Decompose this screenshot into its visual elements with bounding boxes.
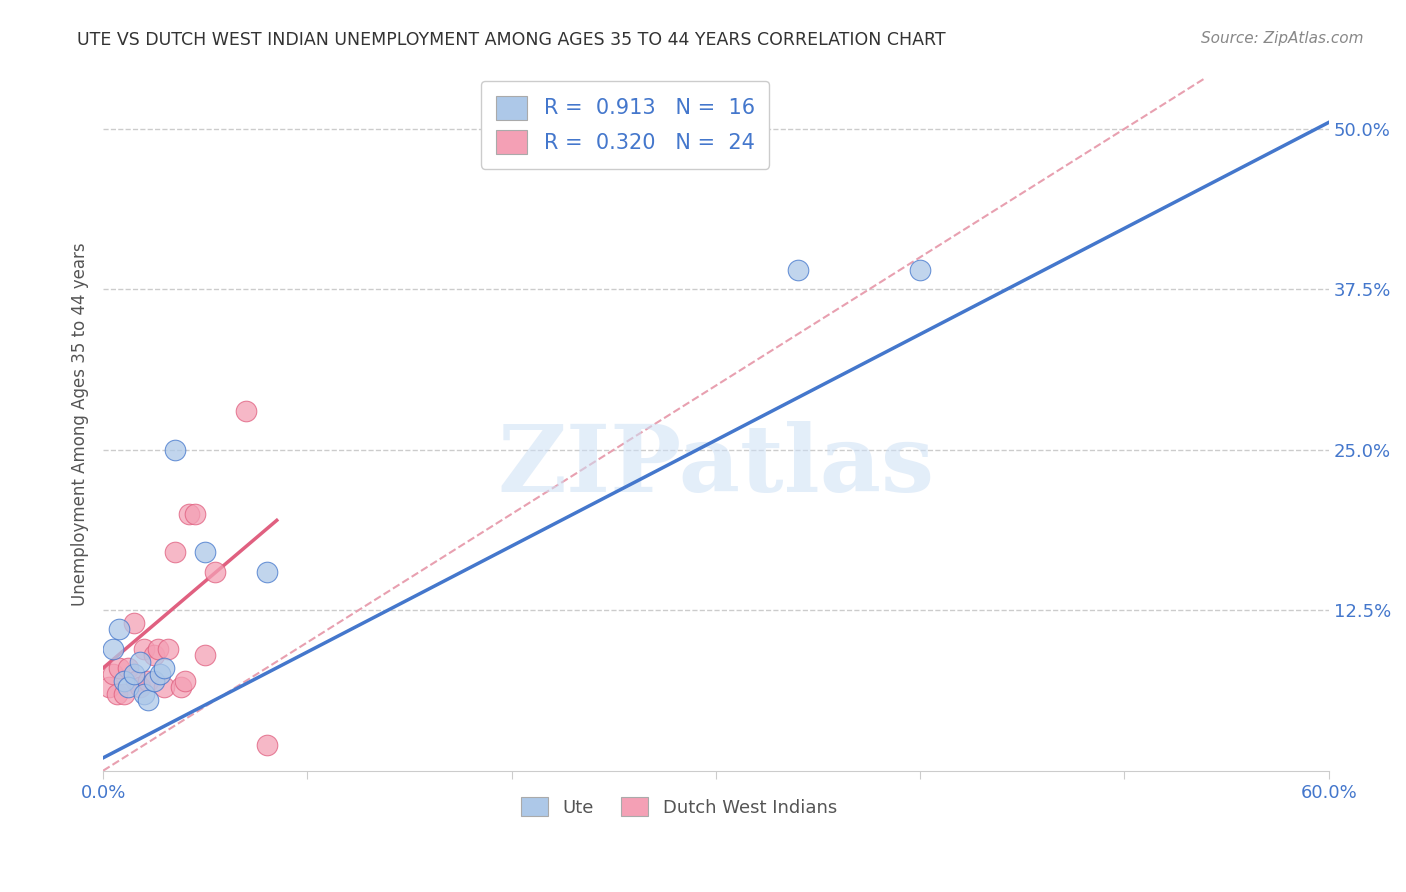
- Point: [129, 680, 152, 694]
- Point: [173, 673, 195, 688]
- Point: [235, 404, 257, 418]
- Point: [143, 673, 166, 688]
- Point: [163, 442, 186, 457]
- Point: [132, 687, 155, 701]
- Point: [107, 687, 129, 701]
- Point: [163, 545, 186, 559]
- Point: [194, 545, 217, 559]
- Point: [129, 655, 152, 669]
- Text: Source: ZipAtlas.com: Source: ZipAtlas.com: [1201, 31, 1364, 46]
- Point: [117, 680, 139, 694]
- Point: [143, 648, 166, 662]
- Point: [153, 661, 176, 675]
- Point: [256, 738, 278, 752]
- Y-axis label: Unemployment Among Ages 35 to 44 years: Unemployment Among Ages 35 to 44 years: [72, 243, 89, 606]
- Point: [149, 667, 172, 681]
- Point: [153, 680, 176, 694]
- Point: [117, 661, 139, 675]
- Point: [136, 673, 159, 688]
- Point: [184, 507, 207, 521]
- Point: [157, 641, 180, 656]
- Point: [112, 673, 135, 688]
- Point: [108, 623, 131, 637]
- Point: [148, 641, 170, 656]
- Point: [98, 680, 121, 694]
- Text: UTE VS DUTCH WEST INDIAN UNEMPLOYMENT AMONG AGES 35 TO 44 YEARS CORRELATION CHAR: UTE VS DUTCH WEST INDIAN UNEMPLOYMENT AM…: [77, 31, 946, 49]
- Point: [103, 667, 125, 681]
- Point: [108, 661, 131, 675]
- Point: [786, 263, 808, 277]
- Point: [122, 667, 145, 681]
- Point: [136, 693, 159, 707]
- Point: [256, 565, 278, 579]
- Point: [177, 507, 200, 521]
- Point: [170, 680, 193, 694]
- Text: ZIPatlas: ZIPatlas: [498, 421, 935, 510]
- Point: [112, 687, 135, 701]
- Point: [122, 615, 145, 630]
- Point: [908, 263, 931, 277]
- Point: [103, 641, 125, 656]
- Point: [125, 673, 148, 688]
- Point: [204, 565, 226, 579]
- Point: [132, 641, 155, 656]
- Legend: Ute, Dutch West Indians: Ute, Dutch West Indians: [515, 790, 844, 824]
- Point: [194, 648, 217, 662]
